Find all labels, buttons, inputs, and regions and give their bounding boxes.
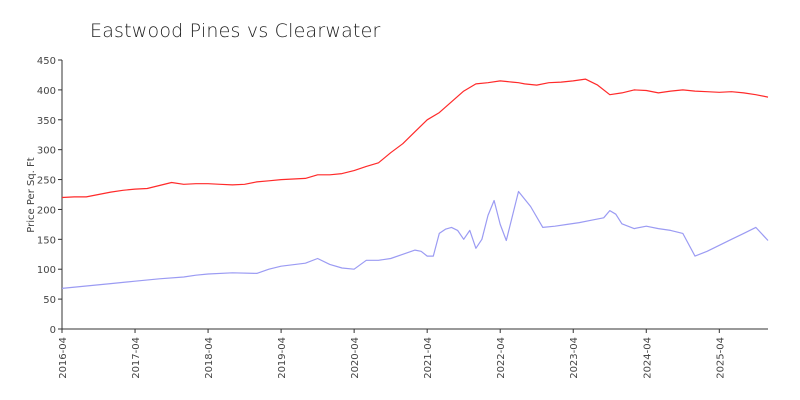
y-tick-label: 0 [50,325,56,336]
x-tick-label: 2018-04 [204,337,215,379]
y-tick-label: 350 [37,116,56,127]
x-tick-labels: 2016-04 2017-04 2018-04 2019-04 2020-04 2021-… [58,337,726,379]
y-tick-label: 200 [37,205,56,216]
y-tick-label: 450 [37,56,56,67]
x-tick-label: 2024-04 [642,337,653,379]
x-tick-label: 2023-04 [569,337,580,379]
y-tick-label: 150 [37,235,56,246]
axes [58,59,768,333]
y-tick-label: 50 [43,295,56,306]
y-tick-label: 300 [37,146,56,157]
x-tick-label: 2022-04 [496,337,507,379]
x-tick-label: 2021-04 [423,337,434,379]
y-tick-label: 400 [37,86,56,97]
series-line-2 [61,190,769,289]
x-tick-label: 2019-04 [277,337,288,379]
series-line-1 [61,78,769,199]
chart-title: Eastwood Pines vs Clearwater [90,20,381,42]
y-axis-title: Price Per Sq. Ft [26,157,37,232]
x-tick-label: 2020-04 [350,337,361,379]
series-layer [61,78,769,289]
y-tick-label: 250 [37,176,56,187]
x-tick-label: 2025-04 [715,337,726,379]
x-tick-label: 2017-04 [131,337,142,379]
y-tick-labels: 0 50 100 150 200 250 300 350 400 450 [37,56,56,336]
y-tick-label: 100 [37,265,56,276]
x-tick-label: 2016-04 [58,337,69,379]
